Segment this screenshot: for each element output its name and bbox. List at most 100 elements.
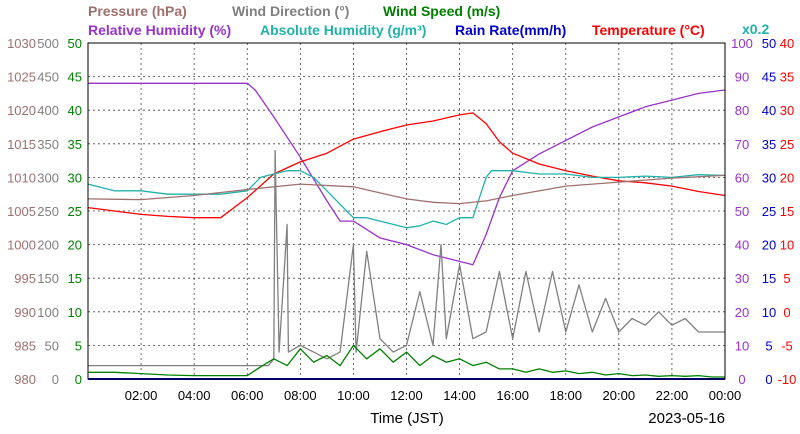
tick-pressure: 995	[14, 271, 36, 286]
date-label: 2023-05-16	[648, 410, 725, 427]
tick-rain: 15	[762, 271, 776, 286]
tick-rain: 10	[762, 305, 776, 320]
tick-pressure: 980	[14, 372, 36, 387]
tick-wind_speed: 25	[68, 204, 82, 219]
tick-labels: 9809859909951000100510101015102010251030…	[7, 36, 796, 403]
tick-rh: 10	[735, 338, 749, 353]
tick-x: 20:00	[603, 388, 636, 403]
tick-rh: 50	[735, 204, 749, 219]
tick-rh: 100	[731, 36, 753, 51]
legend-ah: Absolute Humidity (g/m³)	[260, 22, 426, 38]
legend-rh: Relative Humidity (%)	[88, 22, 231, 38]
tick-wind_dir: 0	[52, 372, 59, 387]
tick-wind_speed: 0	[75, 372, 82, 387]
x-axis-label: Time (JST)	[370, 410, 444, 427]
tick-temp: 0	[783, 305, 790, 320]
legend-wind_speed: Wind Speed (m/s)	[383, 3, 500, 19]
tick-rh: 40	[735, 238, 749, 253]
tick-rain: 20	[762, 238, 776, 253]
tick-rain: 35	[762, 137, 776, 152]
tick-x: 14:00	[443, 388, 476, 403]
tick-x: 16:00	[496, 388, 529, 403]
tick-wind_dir: 350	[37, 137, 59, 152]
series-wind_dir	[88, 149, 725, 367]
tick-wind_dir: 200	[37, 238, 59, 253]
tick-rain: 25	[762, 204, 776, 219]
tick-rain: 40	[762, 103, 776, 118]
tick-pressure: 1010	[7, 170, 36, 185]
tick-wind_speed: 30	[68, 170, 82, 185]
series-temp	[87, 112, 726, 219]
tick-wind_dir: 50	[45, 338, 59, 353]
tick-x: 00:00	[709, 388, 742, 403]
tick-rh: 60	[735, 170, 749, 185]
tick-pressure: 1015	[7, 137, 36, 152]
tick-x: 12:00	[390, 388, 423, 403]
tick-wind_dir: 100	[37, 305, 59, 320]
tick-x: 18:00	[549, 388, 582, 403]
tick-temp: 35	[780, 70, 794, 85]
tick-x: 08:00	[284, 388, 317, 403]
tick-wind_dir: 500	[37, 36, 59, 51]
tick-rh: 0	[738, 372, 745, 387]
tick-temp: 25	[780, 137, 794, 152]
tick-x: 22:00	[656, 388, 689, 403]
tick-pressure: 1030	[7, 36, 36, 51]
tick-wind_dir: 150	[37, 271, 59, 286]
tick-rain: 0	[765, 372, 772, 387]
tick-wind_speed: 5	[75, 338, 82, 353]
tick-temp: -10	[778, 372, 797, 387]
tick-temp: 5	[783, 271, 790, 286]
tick-temp: 30	[780, 103, 794, 118]
series-rh	[88, 82, 726, 266]
tick-temp: 40	[780, 36, 794, 51]
tick-wind_speed: 10	[68, 305, 82, 320]
tick-wind_dir: 300	[37, 170, 59, 185]
tick-rain: 50	[762, 36, 776, 51]
tick-pressure: 1000	[7, 238, 36, 253]
tick-rh: 80	[735, 103, 749, 118]
tick-temp: -5	[781, 338, 793, 353]
tick-rh: 20	[735, 305, 749, 320]
tick-wind_speed: 15	[68, 271, 82, 286]
tick-pressure: 990	[14, 305, 36, 320]
tick-wind_dir: 400	[37, 103, 59, 118]
tick-temp: 10	[780, 238, 794, 253]
tick-x: 04:00	[178, 388, 211, 403]
tick-pressure: 985	[14, 338, 36, 353]
tick-temp: 15	[780, 204, 794, 219]
tick-pressure: 1025	[7, 70, 36, 85]
tick-x: 06:00	[231, 388, 264, 403]
tick-wind_speed: 35	[68, 137, 82, 152]
tick-temp: 20	[780, 170, 794, 185]
series-ah	[87, 170, 726, 229]
tick-rh: 30	[735, 271, 749, 286]
tick-wind_speed: 40	[68, 103, 82, 118]
tick-x: 02:00	[125, 388, 158, 403]
tick-wind_dir: 450	[37, 70, 59, 85]
tick-rain: 45	[762, 70, 776, 85]
axis-labels: Time (JST) 2023-05-16	[370, 410, 725, 427]
tick-wind_speed: 20	[68, 238, 82, 253]
tick-wind_speed: 45	[68, 70, 82, 85]
legend-temp: Temperature (°C)	[592, 22, 705, 38]
tick-rain: 5	[765, 338, 772, 353]
legend-pressure: Pressure (hPa)	[88, 3, 187, 19]
tick-x: 10:00	[337, 388, 370, 403]
scale-note: x0.2	[742, 21, 769, 37]
tick-rh: 90	[735, 70, 749, 85]
series-pressure	[87, 174, 726, 205]
tick-wind_speed: 50	[68, 36, 82, 51]
tick-rain: 30	[762, 170, 776, 185]
legend-wind_dir: Wind Direction (°)	[232, 3, 349, 19]
legend: Pressure (hPa) Wind Direction (°) Wind Spe…	[88, 3, 769, 38]
tick-wind_dir: 250	[37, 204, 59, 219]
tick-rh: 70	[735, 137, 749, 152]
tick-pressure: 1020	[7, 103, 36, 118]
plot-frame	[87, 42, 726, 380]
tick-pressure: 1005	[7, 204, 36, 219]
series-wind_speed	[88, 344, 725, 378]
legend-rain: Rain Rate(mm/h)	[455, 22, 566, 38]
